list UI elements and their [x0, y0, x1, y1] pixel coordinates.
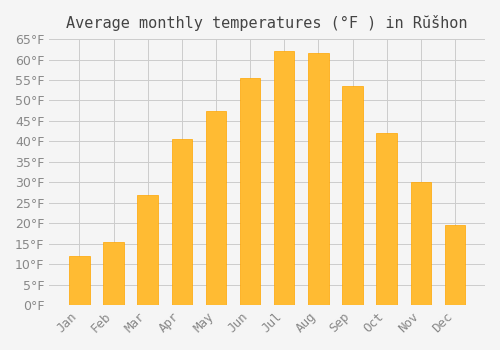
Bar [444, 225, 465, 305]
Bar [172, 139, 192, 305]
Bar [308, 54, 328, 305]
Bar [69, 256, 89, 305]
Title: Average monthly temperatures (°F ) in Rŭšhon: Average monthly temperatures (°F ) in Rŭ… [66, 15, 468, 31]
Bar [410, 182, 431, 305]
Bar [376, 133, 397, 305]
Bar [138, 195, 158, 305]
Bar [274, 51, 294, 305]
Bar [342, 86, 363, 305]
Bar [240, 78, 260, 305]
Bar [206, 111, 226, 305]
Bar [104, 241, 124, 305]
